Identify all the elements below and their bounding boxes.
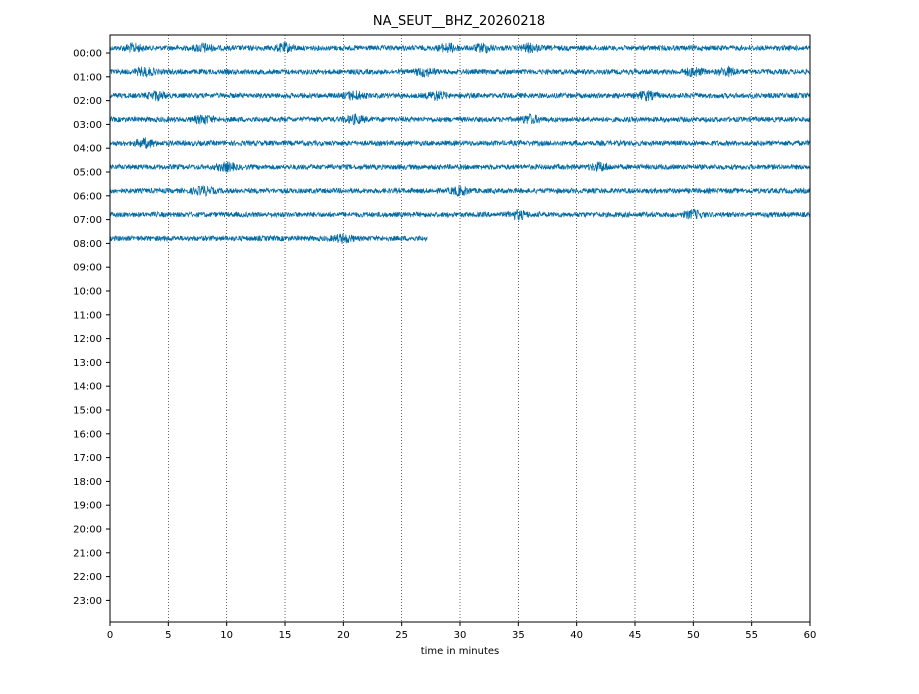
y-tick-label: 13:00 bbox=[73, 358, 102, 369]
x-tick-label: 25 bbox=[395, 630, 408, 641]
y-tick-label: 18:00 bbox=[73, 477, 102, 488]
y-tick-label: 14:00 bbox=[73, 382, 102, 393]
x-tick-label: 45 bbox=[629, 630, 642, 641]
y-tick-label: 16:00 bbox=[73, 429, 102, 440]
y-tick-label: 05:00 bbox=[73, 168, 102, 179]
y-tick-label: 21:00 bbox=[73, 548, 102, 559]
x-tick-label: 0 bbox=[107, 630, 113, 641]
x-tick-label: 60 bbox=[804, 630, 817, 641]
x-tick-label: 15 bbox=[279, 630, 292, 641]
y-tick-label: 04:00 bbox=[73, 144, 102, 155]
x-axis-ticks: 0 5 10 15 20 25 30 35 40 45 50 55 60 bbox=[107, 622, 817, 641]
y-tick-label: 23:00 bbox=[73, 596, 102, 607]
y-tick-label: 00:00 bbox=[73, 49, 102, 60]
x-tick-label: 55 bbox=[745, 630, 758, 641]
y-tick-label: 11:00 bbox=[73, 310, 102, 321]
x-tick-label: 10 bbox=[220, 630, 233, 641]
trace-0700 bbox=[109, 208, 810, 221]
y-tick-label: 22:00 bbox=[73, 572, 102, 583]
y-tick-label: 02:00 bbox=[73, 96, 102, 107]
y-tick-label: 12:00 bbox=[73, 334, 102, 345]
y-tick-label: 03:00 bbox=[73, 120, 102, 131]
trace-0600 bbox=[109, 185, 810, 198]
trace-0400 bbox=[109, 137, 810, 149]
x-tick-label: 20 bbox=[337, 630, 350, 641]
x-tick-label: 35 bbox=[512, 630, 525, 641]
trace-0000 bbox=[109, 41, 810, 54]
y-tick-label: 17:00 bbox=[73, 453, 102, 464]
x-tick-label: 5 bbox=[165, 630, 171, 641]
trace-0300 bbox=[109, 112, 810, 126]
chart-title: NA_SEUT__BHZ_20260218 bbox=[373, 14, 545, 29]
y-tick-label: 06:00 bbox=[73, 191, 102, 202]
y-tick-label: 10:00 bbox=[73, 287, 102, 298]
y-axis-ticks: 00:00 01:00 02:00 03:00 04:00 05:00 06:00 07:00… bbox=[73, 49, 110, 607]
x-tick-label: 40 bbox=[570, 630, 583, 641]
trace-0100 bbox=[109, 65, 810, 78]
y-tick-label: 09:00 bbox=[73, 263, 102, 274]
grid-lines bbox=[168, 35, 752, 622]
trace-0500 bbox=[109, 161, 810, 173]
y-tick-label: 19:00 bbox=[73, 501, 102, 512]
y-tick-label: 01:00 bbox=[73, 72, 102, 83]
x-tick-label: 50 bbox=[687, 630, 700, 641]
seismic-traces bbox=[109, 41, 810, 245]
y-tick-label: 15:00 bbox=[73, 406, 102, 417]
trace-0800 bbox=[109, 233, 428, 245]
y-tick-label: 20:00 bbox=[73, 525, 102, 536]
y-tick-label: 07:00 bbox=[73, 215, 102, 226]
x-tick-label: 30 bbox=[454, 630, 467, 641]
x-axis-label: time in minutes bbox=[421, 646, 500, 657]
trace-0200 bbox=[109, 90, 810, 102]
y-tick-label: 08:00 bbox=[73, 239, 102, 250]
